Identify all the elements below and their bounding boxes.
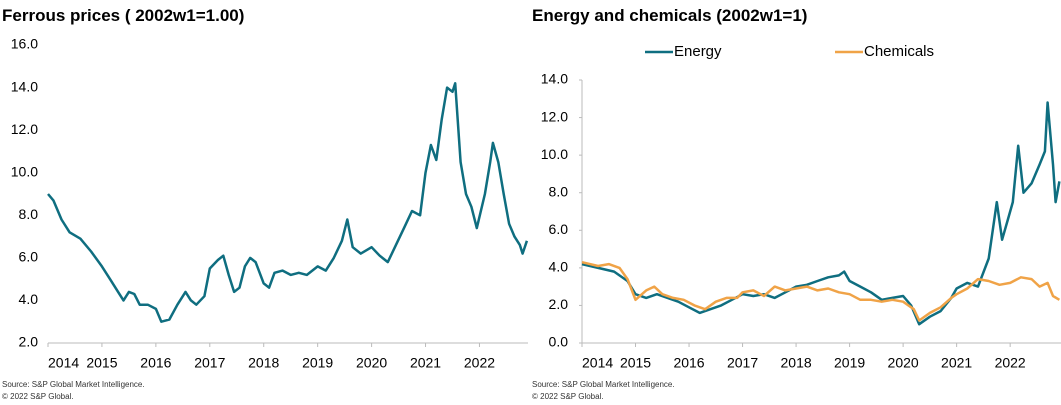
y-tick-label: 10.0 [541,146,568,162]
x-tick-label: 2018 [781,355,812,371]
source-note: © 2022 S&P Global. [2,392,74,401]
chart-title: Energy and chemicals (2002w1=1) [532,6,807,25]
x-tick-label: 2021 [410,355,441,371]
x-tick-label: 2020 [888,355,919,371]
x-tick-label: 2015 [620,355,651,371]
y-tick-label: 6.0 [19,249,39,265]
x-tick-label: 2016 [673,355,704,371]
y-tick-label: 8.0 [549,183,569,199]
y-tick-label: 4.0 [549,259,569,275]
x-tick-label: 2020 [356,355,387,371]
x-tick-label: 2022 [464,355,495,371]
x-tick-label: 2014 [48,355,79,371]
x-tick-label: 2017 [727,355,758,371]
x-tick-label: 2015 [86,355,117,371]
y-tick-label: 8.0 [19,206,39,222]
x-tick-label: 2019 [834,355,865,371]
x-tick-label: 2017 [194,355,225,371]
x-tick-label: 2021 [941,355,972,371]
y-tick-label: 0.0 [549,334,569,350]
x-tick-label: 2018 [248,355,279,371]
chart-title: Ferrous prices ( 2002w1=1.00) [2,6,244,25]
data-line [581,101,1061,326]
y-tick-label: 14.0 [11,78,38,94]
y-tick-label: 2.0 [549,296,569,312]
source-note: © 2022 S&P Global. [532,392,604,401]
y-tick-label: 12.0 [541,108,568,124]
x-tick-label: 2014 [582,355,613,371]
y-tick-label: 16.0 [11,36,38,52]
y-tick-label: 12.0 [11,121,38,137]
y-tick-label: 2.0 [19,334,39,350]
x-tick-label: 2019 [302,355,333,371]
y-tick-label: 6.0 [549,221,569,237]
legend-label: Energy [674,43,722,60]
legend-label: Chemicals [864,43,934,60]
y-tick-label: 10.0 [11,163,38,179]
source-note: Source: S&P Global Market Intelligence. [2,380,145,389]
x-tick-label: 2022 [995,355,1026,371]
source-note: Source: S&P Global Market Intelligence. [532,380,675,389]
y-tick-label: 4.0 [19,291,39,307]
x-tick-label: 2016 [140,355,171,371]
data-line [47,82,529,323]
data-line [581,260,1061,322]
y-tick-label: 14.0 [541,71,568,87]
